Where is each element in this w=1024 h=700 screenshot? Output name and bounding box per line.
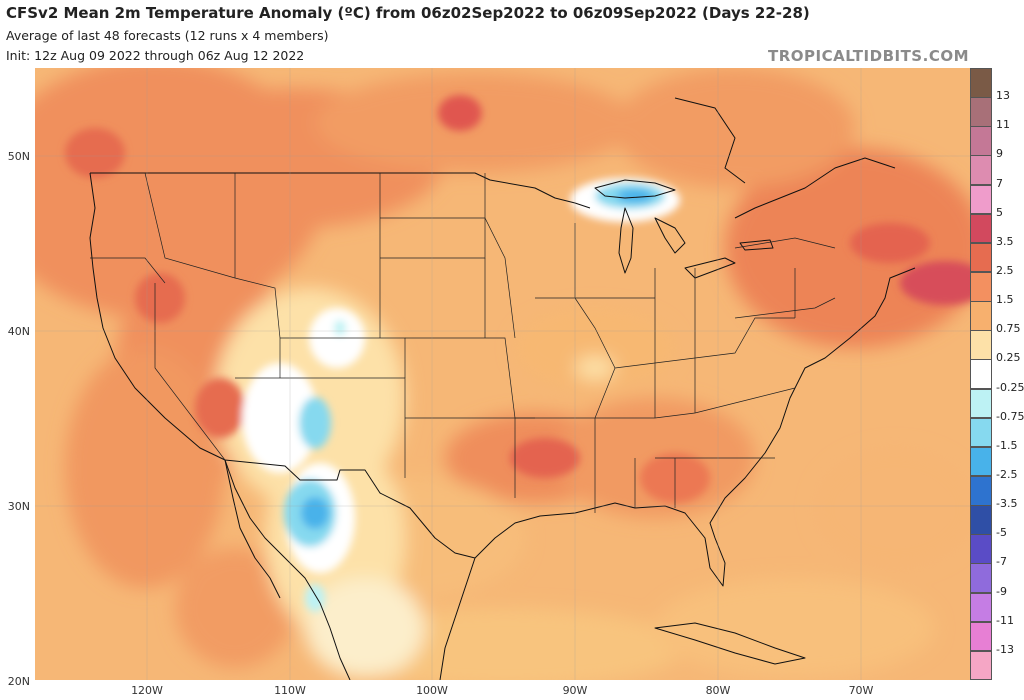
boundaries [89, 97, 916, 680]
lake-superior [594, 179, 676, 199]
state-lines [90, 172, 836, 513]
colorbar-level-label: -1.5 [996, 438, 1018, 452]
lon-label-70w: 70W [848, 684, 874, 697]
colorbar-segment [970, 213, 992, 244]
anomaly-highlights [65, 95, 970, 612]
colorbar-segment [970, 242, 992, 273]
lon-label-120w: 120W [131, 684, 163, 697]
colorbar-segment [970, 359, 992, 390]
colorbar-level-label: 0.25 [996, 351, 1021, 365]
brand-watermark: TROPICALTIDBITS.COM [768, 47, 969, 65]
lake-huron [654, 217, 686, 254]
lat-label-20n: 20N [7, 675, 30, 688]
colorbar-level-label: -0.75 [996, 409, 1024, 423]
mexico-east-coast [439, 557, 476, 680]
colorbar-level-label: 9 [996, 147, 1003, 161]
colorbar [970, 68, 992, 681]
lon-label-80w: 80W [705, 684, 731, 697]
graticule [35, 68, 970, 680]
colorbar-level-label: -3.5 [996, 497, 1018, 511]
colorbar-segment [970, 476, 992, 506]
colorbar-level-label: -5 [996, 526, 1007, 540]
lon-label-100w: 100W [416, 684, 448, 697]
lake-erie [684, 257, 736, 279]
mexico-west-coast [224, 459, 351, 680]
lat-label-40n: 40N [7, 325, 30, 338]
colorbar-segment [970, 97, 992, 127]
us-canada-border-east [734, 157, 896, 219]
colorbar-segment [970, 592, 992, 623]
colorbar-segment [970, 505, 992, 535]
colorbar-segment [970, 68, 992, 98]
colorbar-segment [970, 534, 992, 564]
map-canvas [35, 68, 970, 680]
anomaly-map [35, 68, 970, 680]
colorbar-level-label: 3.5 [996, 234, 1014, 248]
baja-california [224, 459, 281, 599]
lake-ontario [739, 239, 774, 251]
canada-coast [674, 97, 746, 184]
colorbar-segment [970, 301, 992, 331]
colorbar-segment [970, 650, 992, 681]
us-mexico-border [224, 459, 476, 559]
map-title: CFSv2 Mean 2m Temperature Anomaly (ºC) f… [6, 4, 810, 22]
colorbar-segment [970, 446, 992, 477]
lon-label-110w: 110W [274, 684, 306, 697]
gulf-atlantic-coastline [474, 267, 916, 587]
colorbar-segment [970, 417, 992, 448]
colorbar-level-label: -7 [996, 555, 1007, 569]
lat-label-50n: 50N [7, 150, 30, 163]
colorbar-level-label: 1.5 [996, 293, 1014, 307]
colorbar-level-label: 0.75 [996, 322, 1021, 336]
colorbar-level-label: 7 [996, 176, 1003, 190]
colorbar-level-label: -0.25 [996, 380, 1024, 394]
colorbar-level-label: -13 [996, 642, 1014, 656]
colorbar-level-label: 13 [996, 89, 1010, 103]
lake-michigan [618, 207, 634, 274]
lat-label-30n: 30N [7, 500, 30, 513]
colorbar-level-label: -2.5 [996, 468, 1018, 481]
colorbar-level-label: -11 [996, 613, 1014, 627]
colorbar-segment [970, 272, 992, 302]
colorbar-level-label: 2.5 [996, 264, 1014, 277]
colorbar-segment [970, 155, 992, 186]
colorbar-segment [970, 388, 992, 419]
cuba [654, 622, 806, 665]
pacific-coastline [89, 172, 226, 461]
colorbar-segment [970, 184, 992, 215]
lon-label-90w: 90W [562, 684, 588, 697]
colorbar-level-label: -9 [996, 584, 1007, 598]
colorbar-level-label: 11 [996, 118, 1010, 132]
colorbar-segment [970, 126, 992, 156]
colorbar-level-label: 5 [996, 205, 1003, 219]
map-subtitle: Average of last 48 forecasts (12 runs x … [6, 28, 329, 43]
colorbar-segment [970, 621, 992, 652]
colorbar-segment [970, 563, 992, 594]
colorbar-segment [970, 330, 992, 360]
init-time: Init: 12z Aug 09 2022 through 06z Aug 12… [6, 48, 305, 63]
